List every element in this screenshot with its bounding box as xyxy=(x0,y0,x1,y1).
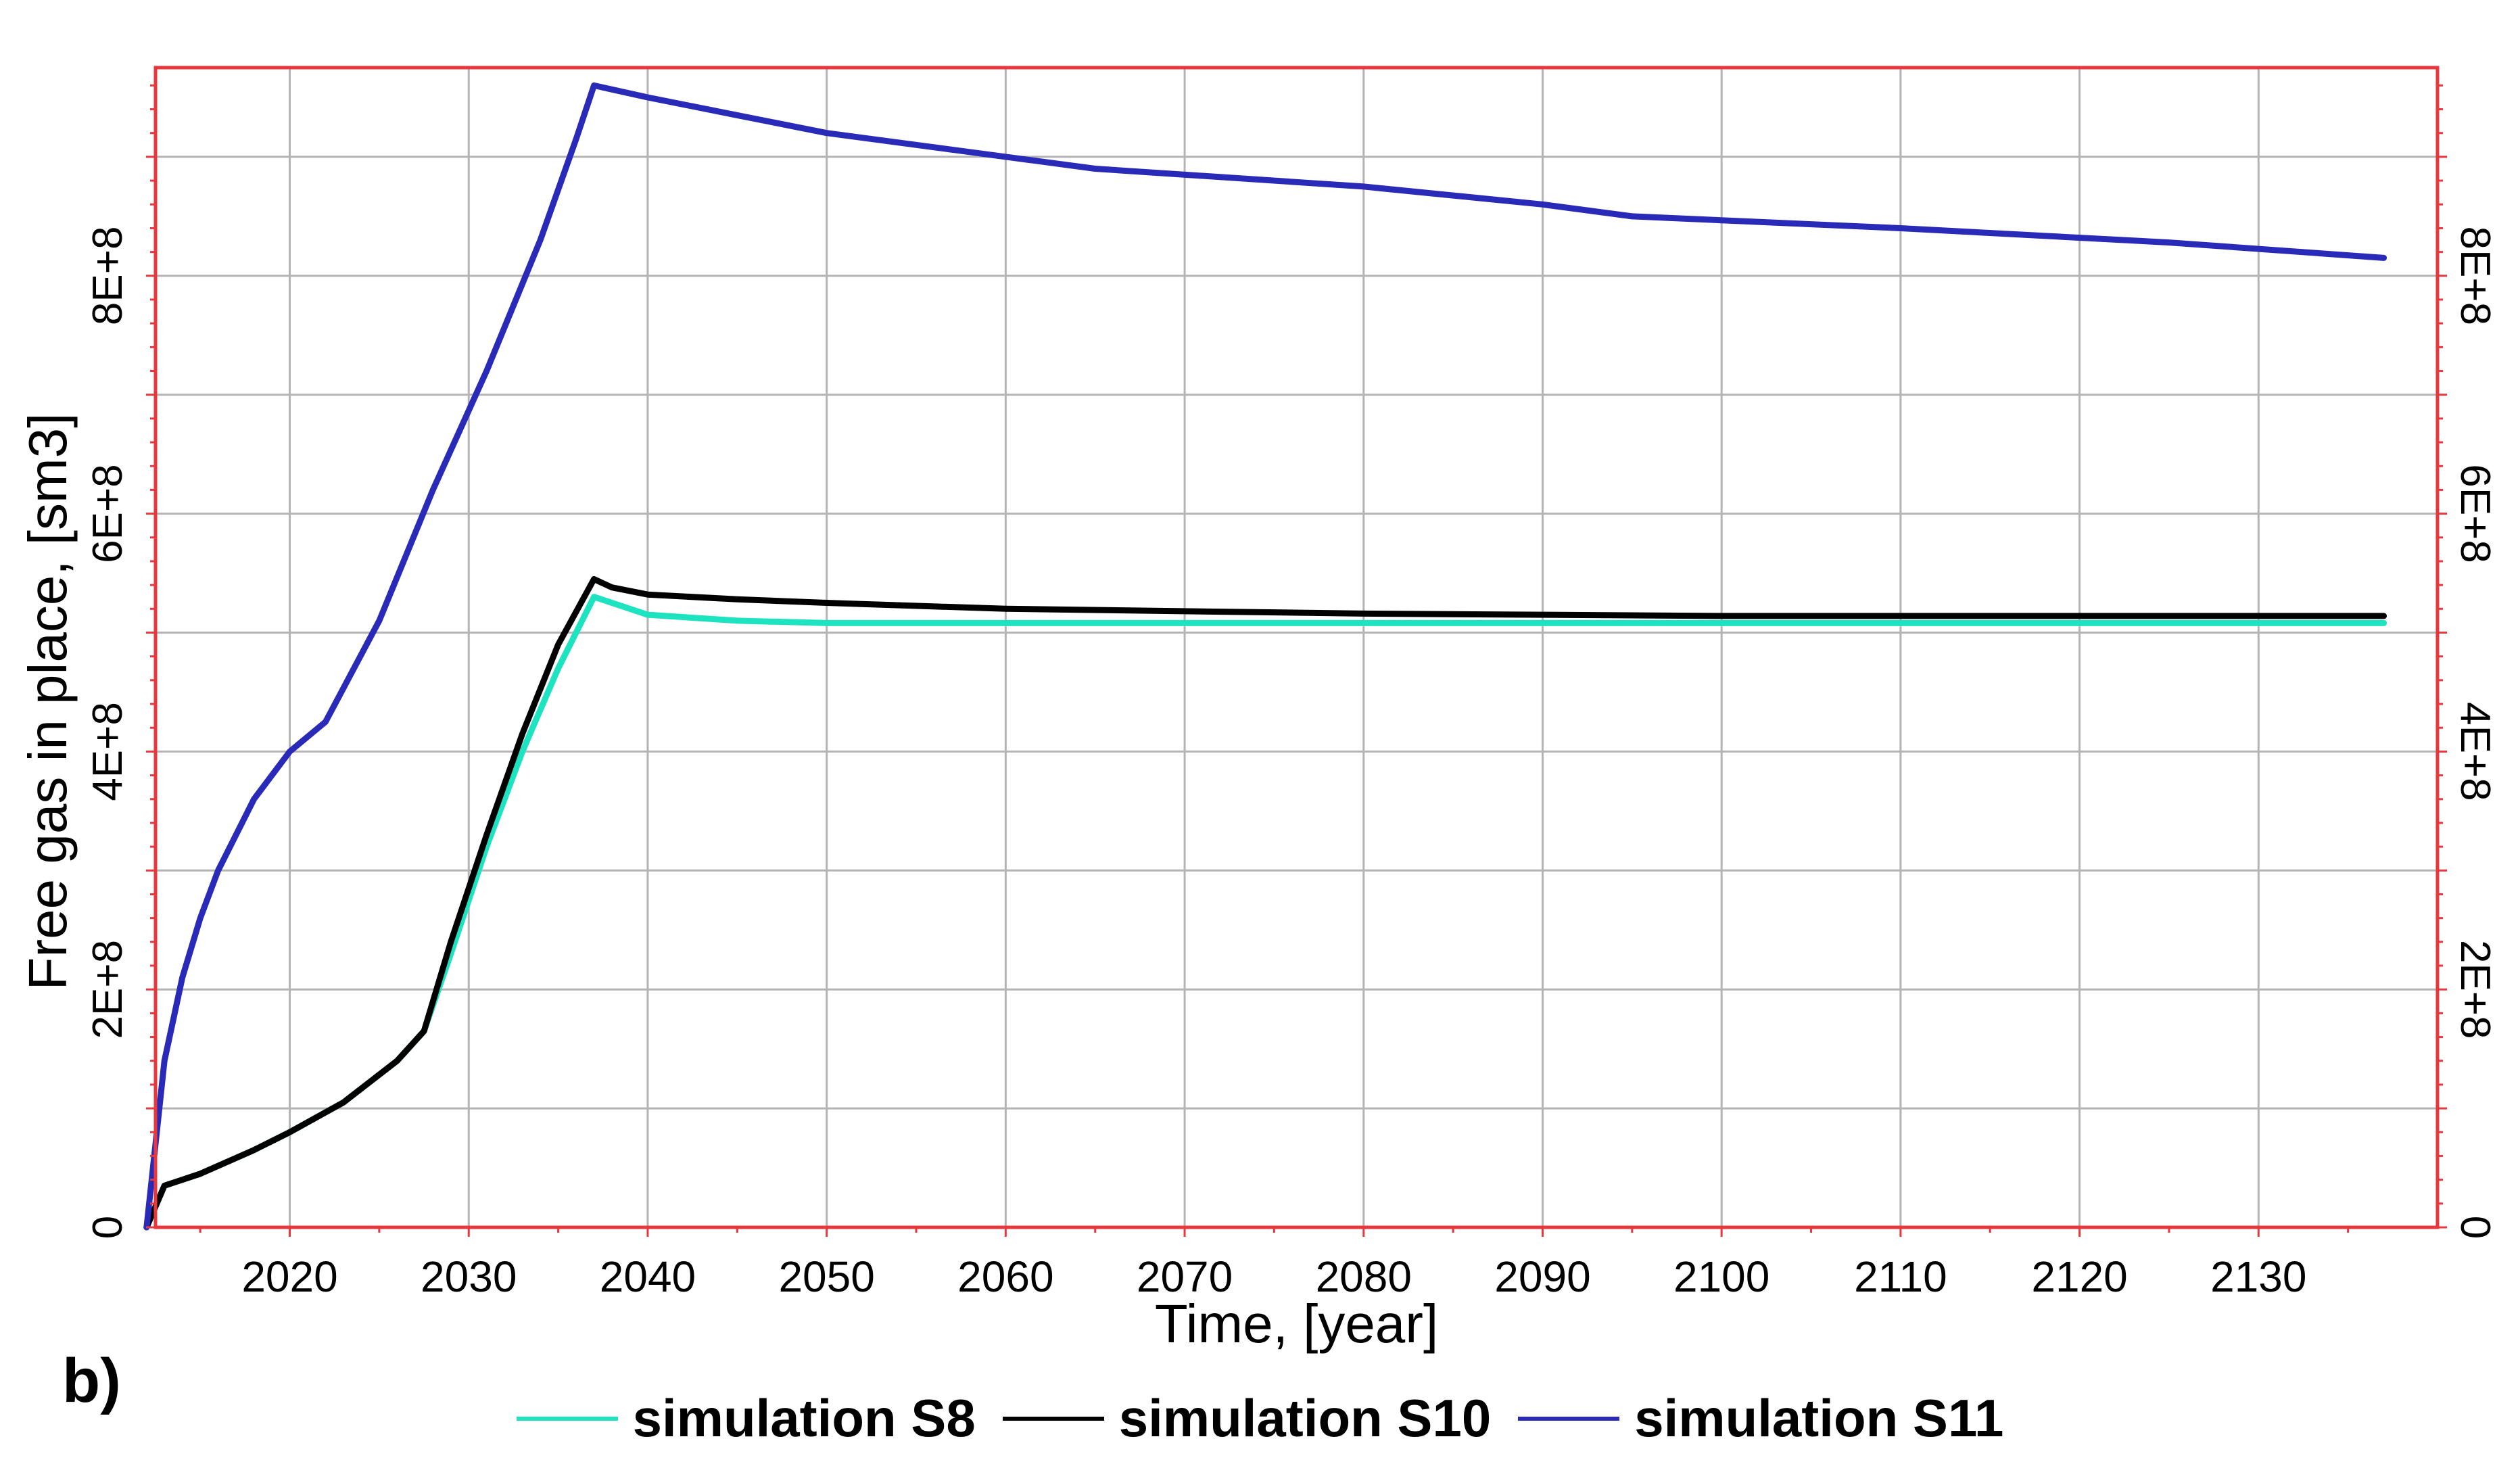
legend: simulation S8 simulation S10 simulation … xyxy=(0,1388,2520,1449)
legend-swatch-s11 xyxy=(1518,1416,1620,1421)
plot-frame xyxy=(153,66,2440,1229)
x-tick-label: 2070 xyxy=(1137,1252,1233,1301)
legend-label-s11: simulation S11 xyxy=(1634,1388,2004,1448)
y-tick-label-left: 0 xyxy=(85,1216,131,1239)
y-tick-label-left: 4E+8 xyxy=(85,702,131,801)
minor-ticks xyxy=(146,84,2447,1237)
x-tick-label: 2120 xyxy=(2031,1252,2127,1301)
x-tick-label: 2050 xyxy=(778,1252,874,1301)
x-axis-title: Time, [year] xyxy=(1155,1294,1438,1354)
panel-label: b) xyxy=(62,1346,121,1415)
series-lines xyxy=(143,82,2387,1231)
legend-swatch-s10 xyxy=(1002,1416,1104,1421)
x-tick-label: 2020 xyxy=(241,1252,337,1301)
legend-item-s10: simulation S10 xyxy=(1002,1388,1492,1449)
y-tick-label-right: 4E+8 xyxy=(2452,702,2498,801)
y-tick-label-right: 0 xyxy=(2452,1216,2498,1239)
x-tick-labels: 2020 2030 2040 2050 2060 2070 2080 2090 2100 2110… xyxy=(241,1252,2306,1301)
x-tick-label: 2040 xyxy=(600,1252,696,1301)
x-tick-label: 2080 xyxy=(1316,1252,1412,1301)
x-tick-label: 2090 xyxy=(1494,1252,1590,1301)
x-tick-label: 2100 xyxy=(1673,1252,1769,1301)
y-axis-title: Free gas in place, [sm3] xyxy=(18,413,78,991)
x-tick-label: 2060 xyxy=(957,1252,1053,1301)
grid xyxy=(156,68,2438,1227)
series-line-0 xyxy=(143,594,2387,1231)
series-line-1 xyxy=(143,575,2387,1231)
y-tick-label-right: 2E+8 xyxy=(2452,940,2498,1039)
legend-item-s8: simulation S8 xyxy=(516,1388,976,1449)
series-line-2 xyxy=(143,82,2387,1231)
legend-label-s10: simulation S10 xyxy=(1118,1388,1492,1448)
y-tick-label-left: 6E+8 xyxy=(85,464,131,563)
y-tick-label-right: 8E+8 xyxy=(2452,227,2498,326)
x-tick-label: 2030 xyxy=(421,1252,517,1301)
legend-label-s8: simulation S8 xyxy=(632,1388,976,1448)
legend-swatch-s8 xyxy=(516,1416,618,1421)
y-tick-labels-left: 0 2E+8 4E+8 6E+8 8E+8 xyxy=(85,227,131,1239)
y-tick-label-left: 2E+8 xyxy=(85,940,131,1039)
x-tick-label: 2130 xyxy=(2210,1252,2306,1301)
x-tick-label: 2110 xyxy=(1854,1252,1947,1301)
y-tick-label-left: 8E+8 xyxy=(85,227,131,326)
legend-item-s11: simulation S11 xyxy=(1518,1388,2003,1449)
y-tick-label-right: 6E+8 xyxy=(2452,464,2498,563)
y-tick-labels-right: 0 2E+8 4E+8 6E+8 8E+8 xyxy=(2452,227,2498,1239)
